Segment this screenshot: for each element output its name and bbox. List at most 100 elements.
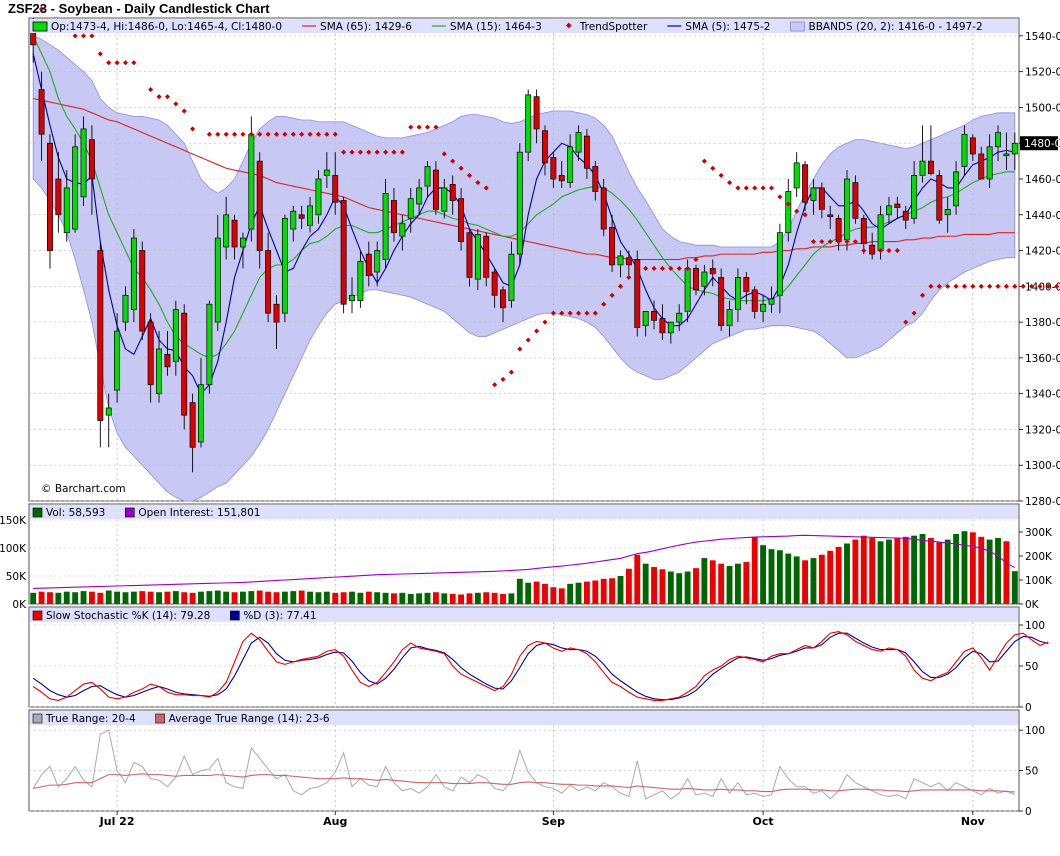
volume-bar <box>483 592 490 604</box>
volume-bar <box>307 591 313 604</box>
candle-body <box>835 218 842 242</box>
volume-bar <box>575 582 582 604</box>
candle-body <box>927 160 934 174</box>
trendspotter-dot <box>508 369 514 375</box>
x-tick-label: Aug <box>323 815 347 828</box>
candle-body <box>617 255 624 266</box>
volume-bar <box>474 592 481 604</box>
trendspotter-dot <box>80 33 87 39</box>
candle-body <box>953 171 960 207</box>
price-tick-label: 1540-0 <box>1025 31 1060 43</box>
volume-bar <box>785 553 792 604</box>
trendspotter-dot <box>290 131 296 137</box>
stochastic-legend-swatch <box>230 610 240 621</box>
candle-body <box>441 187 448 212</box>
volume-left-tick-label: 150K <box>0 515 27 527</box>
price-legend-label-2: SMA (15): 1464-3 <box>450 21 542 33</box>
candle-body <box>936 175 943 221</box>
trendspotter-dot <box>928 283 934 289</box>
volume-bar <box>349 591 355 604</box>
candle-body <box>676 312 683 323</box>
volume-bar <box>911 535 918 604</box>
trendspotter-dot <box>341 149 347 155</box>
volume-bar <box>47 592 53 604</box>
candle-body <box>818 187 825 210</box>
volume-bar <box>198 591 204 604</box>
candle-body <box>852 182 859 219</box>
trendspotter-dot <box>206 131 212 137</box>
trendspotter-dot <box>693 256 699 263</box>
true-range-legend-swatch <box>32 713 43 724</box>
trendspotter-dot <box>1045 283 1051 289</box>
volume-bar <box>877 541 884 604</box>
candle-body <box>206 303 213 386</box>
candle-body <box>88 139 95 180</box>
candle-body <box>139 250 146 332</box>
volume-bar <box>953 534 960 604</box>
trendspotter-dot <box>1012 283 1018 289</box>
candle-body <box>416 187 423 205</box>
price-tick-label: 1300-0 <box>1025 460 1060 472</box>
candle-body <box>860 218 867 244</box>
candle-body <box>491 271 498 296</box>
candle-body <box>793 162 800 189</box>
candle-body <box>290 210 297 230</box>
stochastic-tick-label: 0 <box>1025 702 1032 714</box>
volume-right-tick-label: 0K <box>1025 599 1040 611</box>
trendspotter-dot <box>500 376 506 382</box>
volume-bar <box>80 591 87 604</box>
volume-bar <box>617 576 624 604</box>
candle-body <box>449 184 456 201</box>
trendspotter-dot <box>852 239 858 245</box>
volume-bar <box>500 593 506 604</box>
volume-bar <box>223 591 230 604</box>
candle-body <box>542 130 548 164</box>
volume-bar <box>97 592 104 604</box>
candle-body <box>382 192 389 260</box>
volume-bar <box>130 591 137 604</box>
volume-bar <box>659 569 666 604</box>
trendspotter-dot <box>978 283 984 289</box>
candle-body <box>894 203 901 208</box>
trendspotter-dot <box>232 131 238 137</box>
trendspotter-dot <box>710 165 716 171</box>
candle-body <box>365 253 372 276</box>
volume-bar <box>751 536 758 604</box>
volume-bar <box>449 593 456 604</box>
candle-body <box>995 132 1001 148</box>
volume-bar <box>625 568 632 604</box>
volume-bar <box>676 573 683 604</box>
trendspotter-dot <box>1054 283 1060 289</box>
volume-bar <box>265 591 272 604</box>
volume-bar <box>55 592 62 604</box>
volume-right-tick-label: 300K <box>1025 527 1053 539</box>
volume-bar <box>860 535 867 604</box>
trendspotter-dot <box>190 126 196 132</box>
trendspotter-dot <box>534 328 540 334</box>
trendspotter-dot <box>668 265 674 271</box>
candle-body <box>768 298 775 305</box>
candle-body <box>315 178 322 216</box>
candle-body <box>105 407 112 416</box>
candle-body <box>508 253 515 301</box>
trendspotter-dot <box>357 149 363 155</box>
candle-body <box>281 218 288 314</box>
trendspotter-dot <box>466 172 473 178</box>
candle-body <box>743 277 750 293</box>
candle-body <box>575 132 582 153</box>
x-tick-label: Sep <box>542 815 565 828</box>
volume-bar <box>256 590 263 604</box>
volume-bar <box>869 537 876 604</box>
volume-bar <box>693 568 699 604</box>
last-price-box <box>1020 136 1058 151</box>
candle-body <box>323 169 330 176</box>
price-tick-label: 1340-0 <box>1025 389 1060 401</box>
price-tick-label: 1500-0 <box>1025 102 1060 114</box>
true-range-tick-label: 100 <box>1025 725 1045 737</box>
volume-bar <box>776 550 783 604</box>
candle-body <box>72 146 79 230</box>
volume-bar <box>542 583 548 604</box>
volume-bar <box>986 539 993 604</box>
volume-bar <box>508 593 515 604</box>
price-legend-label-3: TrendSpotter <box>579 21 648 33</box>
